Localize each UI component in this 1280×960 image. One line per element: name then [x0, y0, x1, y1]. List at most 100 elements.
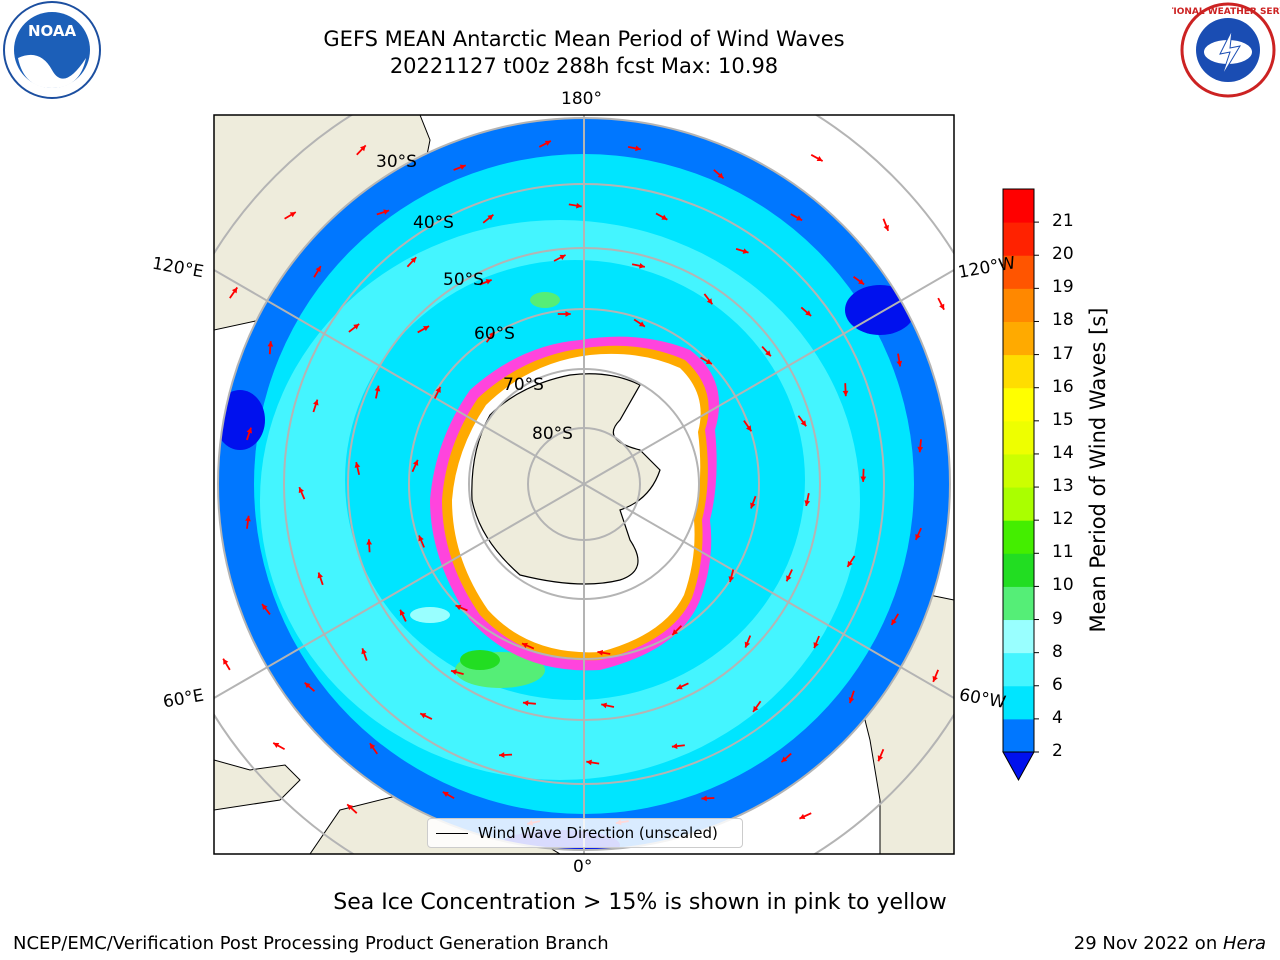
- colorbar-segment: [1003, 619, 1034, 654]
- wind-wave-arrow-head: [745, 425, 752, 432]
- colorbar-tick-label: 8: [1052, 641, 1063, 662]
- map-title: GEFS MEAN Antarctic Mean Period of Wind …: [323, 27, 845, 51]
- wind-wave-arrow-head: [374, 385, 381, 392]
- wind-wave-arrow-head: [796, 215, 803, 221]
- colorbar-tick-label: 2: [1052, 741, 1063, 761]
- wind-wave-arrow-head: [361, 648, 367, 655]
- wind-wave-arrow-head: [601, 702, 607, 709]
- wind-wave-arrow-head: [353, 323, 360, 330]
- wind-wave-arrow-head: [804, 500, 811, 506]
- legend-line-sample: [436, 832, 468, 834]
- wind-wave-arrow-head: [706, 298, 713, 305]
- wind-wave-arrow-head: [932, 675, 938, 682]
- wind-wave-arrow-head: [315, 266, 321, 273]
- nws-logo-text: NATIONAL WEATHER SERVICE: [1172, 7, 1280, 17]
- wind-wave-arrow-head: [485, 279, 492, 285]
- wind-wave-arrow-head: [915, 533, 921, 540]
- wind-wave-arrow-head: [786, 575, 792, 582]
- lat-label-40s: 40°S: [413, 213, 454, 233]
- wind-wave-arrow-head: [744, 641, 751, 648]
- map-legend: Wind Wave Direction (unscaled): [427, 818, 743, 848]
- wind-wave-arrow-head: [366, 539, 373, 545]
- wind-wave-arrow-head: [231, 287, 238, 294]
- colorbar-tick-label: 13: [1052, 476, 1074, 497]
- lat-label-80s: 80°S: [532, 424, 573, 444]
- wind-wave-arrow-head: [412, 459, 419, 466]
- wind-wave-arrow-head: [347, 804, 354, 811]
- colorbar-tick-label: 17: [1052, 343, 1074, 364]
- sea-ice-note: Sea Ice Concentration > 15% is shown in …: [333, 890, 947, 915]
- wind-wave-arrow-head: [360, 145, 366, 152]
- wind-wave-arrow-head: [451, 669, 457, 675]
- footer-host: Hera: [1222, 933, 1266, 954]
- wind-wave-arrow-head: [435, 386, 441, 393]
- wind-wave-arrow-head: [896, 360, 903, 367]
- wind-wave-arrow-head: [313, 399, 319, 406]
- wind-wave-arrow-head: [499, 752, 505, 758]
- wind-wave-arrow-head: [399, 609, 406, 616]
- wind-wave-arrow-head: [597, 649, 604, 656]
- wind-wave-arrow-head: [858, 278, 865, 285]
- colorbar-tick-label: 19: [1052, 277, 1074, 298]
- wind-wave-arrow-head: [860, 476, 867, 482]
- wind-wave-direction-arrows: [222, 140, 945, 826]
- legend-label: Wind Wave Direction (unscaled): [478, 824, 718, 842]
- wind-wave-arrow-head: [576, 202, 582, 209]
- wind-wave-arrow-head: [813, 642, 819, 649]
- wind-wave-arrow-head: [883, 224, 889, 231]
- wind-wave-arrow-head: [586, 759, 592, 766]
- wind-wave-arrow-head: [410, 257, 417, 264]
- wind-wave-arrow-head: [521, 642, 528, 649]
- wind-wave-arrow-head: [423, 326, 430, 332]
- colorbar-segment: [1003, 718, 1034, 753]
- nws-logo: NATIONAL WEATHER SERVICE: [1172, 2, 1280, 98]
- footer-date-text: 29 Nov 2022 on: [1073, 933, 1223, 954]
- wind-wave-arrow-head: [459, 164, 466, 170]
- colorbar-extend-triangle: [1002, 751, 1035, 782]
- colorbar-segment: [1003, 255, 1034, 289]
- wind-wave-arrow-head: [672, 629, 679, 636]
- wind-wave-arrow-head: [565, 311, 571, 317]
- wind-wave-arrow-head: [442, 791, 449, 797]
- lat-label-50s: 50°S: [443, 270, 484, 290]
- wind-wave-arrow-head: [750, 502, 756, 509]
- wind-wave-arrow-head: [891, 618, 897, 625]
- colorbar-segment: [1003, 520, 1034, 554]
- lat-label-30s: 30°S: [376, 152, 417, 172]
- colorbar-segment: [1003, 652, 1034, 687]
- colorbar-segment: [1003, 222, 1034, 256]
- colorbar-tick-label: 20: [1052, 244, 1074, 265]
- wind-wave-arrow-head: [847, 560, 853, 567]
- wind-wave-arrow-head: [848, 697, 855, 704]
- wind-wave-arrow-head: [418, 535, 424, 542]
- wind-wave-arrow-head: [223, 658, 229, 665]
- colorbar-tick-label: 10: [1052, 575, 1074, 596]
- wind-wave-arrow-head: [635, 145, 641, 152]
- colorbar-tick-label: 15: [1052, 409, 1074, 430]
- map-frame: [213, 114, 955, 855]
- colorbar-tick-label: 16: [1052, 376, 1074, 397]
- colorbar-segment: [1003, 487, 1034, 521]
- lat-label-60s: 60°S: [474, 324, 515, 344]
- wind-wave-arrow-head: [317, 572, 323, 579]
- colorbar-segment: [1003, 321, 1034, 356]
- wind-wave-arrow-head: [939, 303, 945, 310]
- wind-wave-arrow-head: [661, 214, 668, 220]
- colorbar-tick-label: 4: [1052, 707, 1063, 728]
- noaa-logo: NOAA: [3, 1, 101, 99]
- wind-wave-arrow-head: [522, 700, 529, 706]
- wind-wave-arrow-head: [799, 813, 806, 820]
- wind-wave-arrow-head: [800, 420, 807, 427]
- wind-wave-arrow-head: [671, 743, 678, 749]
- wind-wave-arrow-head: [765, 350, 771, 357]
- wind-wave-arrow-head: [369, 743, 376, 750]
- wind-wave-arrow-head: [917, 446, 924, 453]
- colorbar-segment: [1003, 553, 1034, 587]
- colorbar-segment: [1003, 354, 1034, 389]
- colorbar-tick-label: 21: [1052, 211, 1074, 232]
- colorbar-outline: [1002, 188, 1035, 753]
- colorbar-tick-label: 6: [1052, 674, 1063, 695]
- wind-wave-arrow-head: [816, 155, 823, 162]
- colorbar-tick-label: 11: [1052, 542, 1074, 563]
